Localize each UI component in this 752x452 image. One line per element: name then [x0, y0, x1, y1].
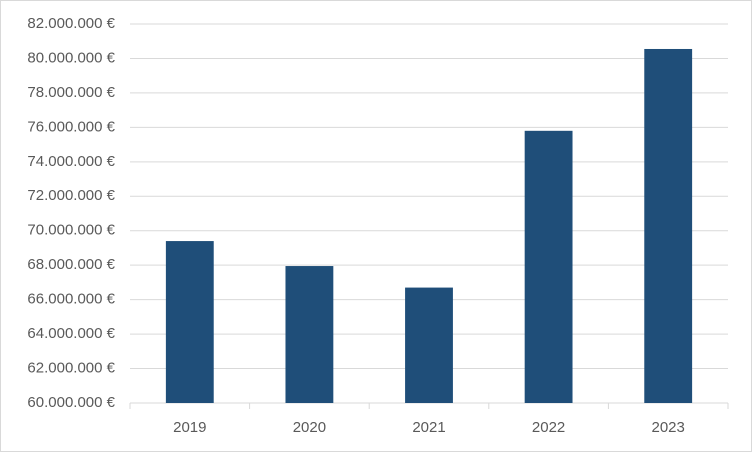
y-tick-label: 78.000.000 € — [27, 84, 115, 101]
y-tick-label: 70.000.000 € — [27, 222, 115, 239]
y-tick-label: 80.000.000 € — [27, 49, 115, 66]
y-tick-label: 82.000.000 € — [27, 15, 115, 32]
x-tick-label: 2022 — [532, 419, 565, 436]
y-tick-label: 64.000.000 € — [27, 325, 115, 342]
y-tick-label: 66.000.000 € — [27, 291, 115, 308]
x-tick-label: 2023 — [652, 419, 685, 436]
bar — [405, 287, 453, 403]
y-tick-label: 60.000.000 € — [27, 394, 115, 411]
y-tick-label: 74.000.000 € — [27, 153, 115, 170]
bar — [524, 130, 573, 404]
x-tick-label: 2020 — [293, 419, 326, 436]
y-tick-label: 62.000.000 € — [27, 360, 115, 377]
y-tick-label: 72.000.000 € — [27, 187, 115, 204]
bar — [285, 266, 334, 403]
bar — [165, 241, 214, 403]
y-tick-label: 68.000.000 € — [27, 256, 115, 273]
x-tick-label: 2019 — [173, 419, 206, 436]
y-tick-label: 76.000.000 € — [27, 118, 115, 135]
x-tick-label: 2021 — [412, 419, 445, 436]
bar — [644, 48, 693, 403]
